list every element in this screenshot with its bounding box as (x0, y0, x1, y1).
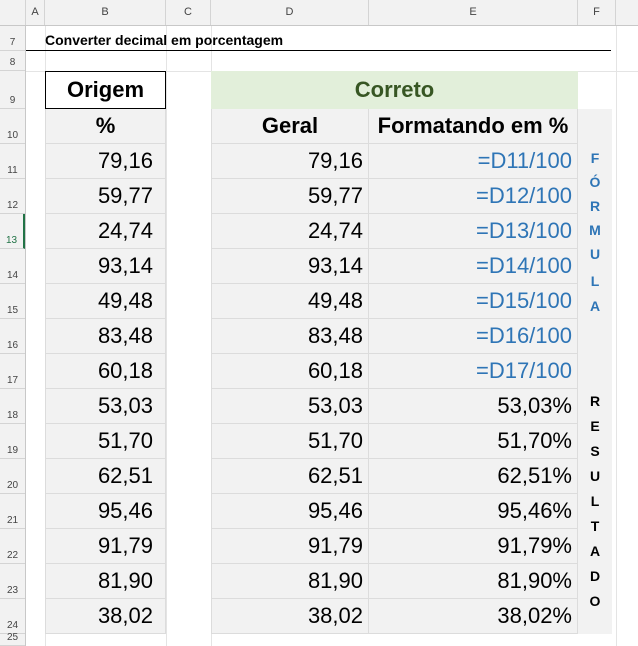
row-header[interactable]: 11 (0, 144, 25, 179)
geral-cell[interactable]: 81,90 (211, 564, 369, 599)
row-header[interactable]: 25 (0, 632, 25, 646)
origem-cell[interactable]: 38,02 (45, 599, 166, 634)
formula-letter: U (589, 246, 601, 262)
row-header[interactable]: 14 (0, 249, 25, 284)
formatado-header-cell[interactable]: Formatando em % (369, 109, 578, 144)
row-header[interactable]: 23 (0, 564, 25, 599)
geral-cell[interactable]: 95,46 (211, 494, 369, 529)
column-header-bar: A B C D E F (0, 0, 638, 26)
formula-letter: M (589, 222, 601, 238)
geral-header-cell[interactable]: Geral (211, 109, 369, 144)
row-header[interactable]: 19 (0, 424, 25, 459)
row-header[interactable]: 7 (0, 26, 25, 51)
formula-cell[interactable]: =D14/100 (369, 249, 578, 284)
row-header[interactable]: 17 (0, 354, 25, 389)
resultado-letter: T (590, 518, 600, 534)
origem-cell[interactable]: 59,77 (45, 179, 166, 214)
resultado-letter: R (589, 393, 601, 409)
row-header-bar: 7 8 9 10 11 12 13 14 15 16 17 18 19 20 2… (0, 26, 26, 646)
column-header-f[interactable]: F (578, 0, 616, 25)
origem-cell[interactable]: 95,46 (45, 494, 166, 529)
gridline (616, 26, 617, 646)
row-header[interactable]: 21 (0, 494, 25, 529)
select-all-corner[interactable] (0, 0, 26, 25)
resultado-letter: E (590, 418, 600, 434)
side-label-column (578, 109, 612, 634)
resultado-letter: D (589, 568, 601, 584)
column-header-d[interactable]: D (211, 0, 369, 25)
geral-cell[interactable]: 79,16 (211, 144, 369, 179)
origem-cell[interactable]: 60,18 (45, 354, 166, 389)
geral-cell[interactable]: 38,02 (211, 599, 369, 634)
sheet-title[interactable]: Converter decimal em porcentagem (45, 32, 284, 48)
resultado-letter: A (589, 543, 601, 559)
column-header-e[interactable]: E (369, 0, 578, 25)
column-header-b[interactable]: B (45, 0, 166, 25)
percent-cell[interactable]: 53,03% (369, 389, 578, 424)
origem-cell[interactable]: 81,90 (45, 564, 166, 599)
column-header-c[interactable]: C (166, 0, 211, 25)
geral-cell[interactable]: 91,79 (211, 529, 369, 564)
origem-cell[interactable]: 51,70 (45, 424, 166, 459)
formula-letter: L (590, 273, 600, 289)
origem-subheader-cell[interactable]: % (45, 109, 166, 144)
percent-cell[interactable]: 95,46% (369, 494, 578, 529)
gridline (166, 26, 167, 646)
formula-letter: A (589, 298, 601, 314)
origem-cell[interactable]: 93,14 (45, 249, 166, 284)
formula-cell[interactable]: =D11/100 (369, 144, 578, 179)
geral-cell[interactable]: 24,74 (211, 214, 369, 249)
row-header[interactable]: 10 (0, 109, 25, 144)
percent-cell[interactable]: 91,79% (369, 529, 578, 564)
origem-cell[interactable]: 83,48 (45, 319, 166, 354)
geral-cell[interactable]: 59,77 (211, 179, 369, 214)
column-header-a[interactable]: A (26, 0, 45, 25)
row-header[interactable]: 20 (0, 459, 25, 494)
row-header[interactable]: 8 (0, 51, 25, 71)
geral-cell[interactable]: 49,48 (211, 284, 369, 319)
geral-cell[interactable]: 51,70 (211, 424, 369, 459)
origem-cell[interactable]: 91,79 (45, 529, 166, 564)
origem-header-cell[interactable]: Origem (45, 71, 166, 109)
title-underline (26, 50, 611, 51)
formula-letter: F (590, 150, 600, 166)
geral-cell[interactable]: 93,14 (211, 249, 369, 284)
percent-cell[interactable]: 51,70% (369, 424, 578, 459)
percent-cell[interactable]: 38,02% (369, 599, 578, 634)
formula-cell[interactable]: =D12/100 (369, 179, 578, 214)
origem-cell[interactable]: 53,03 (45, 389, 166, 424)
resultado-letter: U (589, 468, 601, 484)
row-header[interactable]: 12 (0, 179, 25, 214)
row-header[interactable]: 24 (0, 599, 25, 634)
geral-cell[interactable]: 60,18 (211, 354, 369, 389)
origem-cell[interactable]: 62,51 (45, 459, 166, 494)
row-header[interactable]: 15 (0, 284, 25, 319)
correto-header-cell[interactable]: Correto (211, 71, 578, 109)
formula-cell[interactable]: =D13/100 (369, 214, 578, 249)
formula-cell[interactable]: =D15/100 (369, 284, 578, 319)
geral-cell[interactable]: 53,03 (211, 389, 369, 424)
resultado-letter: L (590, 493, 600, 509)
row-header[interactable]: 18 (0, 389, 25, 424)
percent-cell[interactable]: 62,51% (369, 459, 578, 494)
row-header[interactable]: 22 (0, 529, 25, 564)
resultado-letter: O (589, 593, 601, 609)
row-header-selected[interactable]: 13 (0, 214, 25, 249)
formula-cell[interactable]: =D16/100 (369, 319, 578, 354)
origem-cell[interactable]: 24,74 (45, 214, 166, 249)
geral-cell[interactable]: 83,48 (211, 319, 369, 354)
geral-cell[interactable]: 62,51 (211, 459, 369, 494)
formula-letter: Ó (589, 174, 601, 190)
formula-letter: R (589, 198, 601, 214)
origem-cell[interactable]: 49,48 (45, 284, 166, 319)
percent-cell[interactable]: 81,90% (369, 564, 578, 599)
formula-cell[interactable]: =D17/100 (369, 354, 578, 389)
row-header[interactable]: 16 (0, 319, 25, 354)
origem-cell[interactable]: 79,16 (45, 144, 166, 179)
row-header[interactable]: 9 (0, 71, 25, 109)
resultado-letter: S (590, 443, 600, 459)
